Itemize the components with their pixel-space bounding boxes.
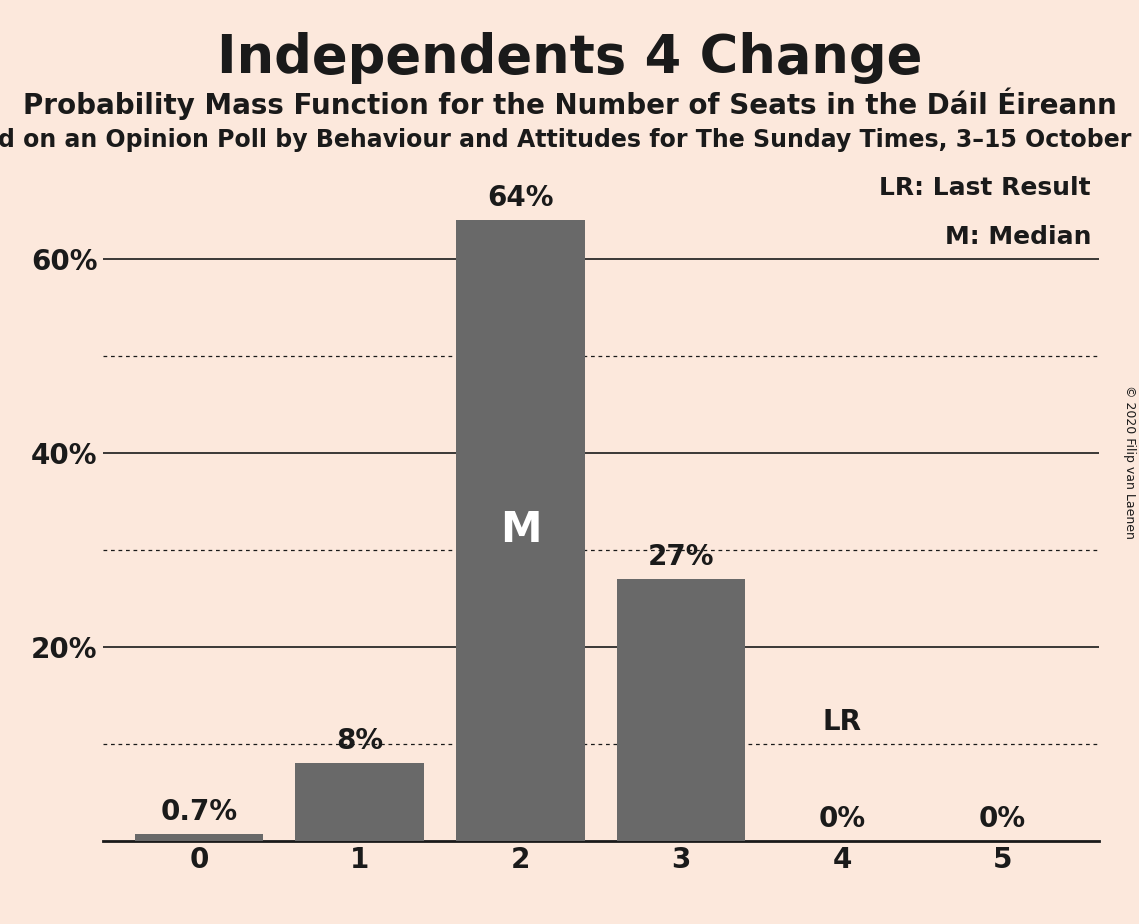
Text: Independents 4 Change: Independents 4 Change [216, 32, 923, 84]
Text: LR: LR [822, 708, 861, 736]
Text: 0%: 0% [819, 805, 866, 833]
Text: M: Median: M: Median [944, 225, 1091, 249]
Bar [617, 578, 746, 841]
Text: © 2020 Filip van Laenen: © 2020 Filip van Laenen [1123, 385, 1137, 539]
Text: M: M [500, 509, 541, 552]
Bar [295, 763, 424, 841]
Text: 8%: 8% [336, 727, 383, 756]
Text: LR: Last Result: LR: Last Result [879, 176, 1091, 201]
Bar [134, 834, 263, 841]
Text: Based on an Opinion Poll by Behaviour and Attitudes for The Sunday Times, 3–15 O: Based on an Opinion Poll by Behaviour an… [0, 128, 1139, 152]
Bar [456, 220, 584, 841]
Text: 0.7%: 0.7% [161, 798, 238, 826]
Text: 27%: 27% [648, 543, 714, 571]
Text: 0%: 0% [980, 805, 1026, 833]
Text: 64%: 64% [487, 184, 554, 213]
Text: Probability Mass Function for the Number of Seats in the Dáil Éireann: Probability Mass Function for the Number… [23, 88, 1116, 120]
